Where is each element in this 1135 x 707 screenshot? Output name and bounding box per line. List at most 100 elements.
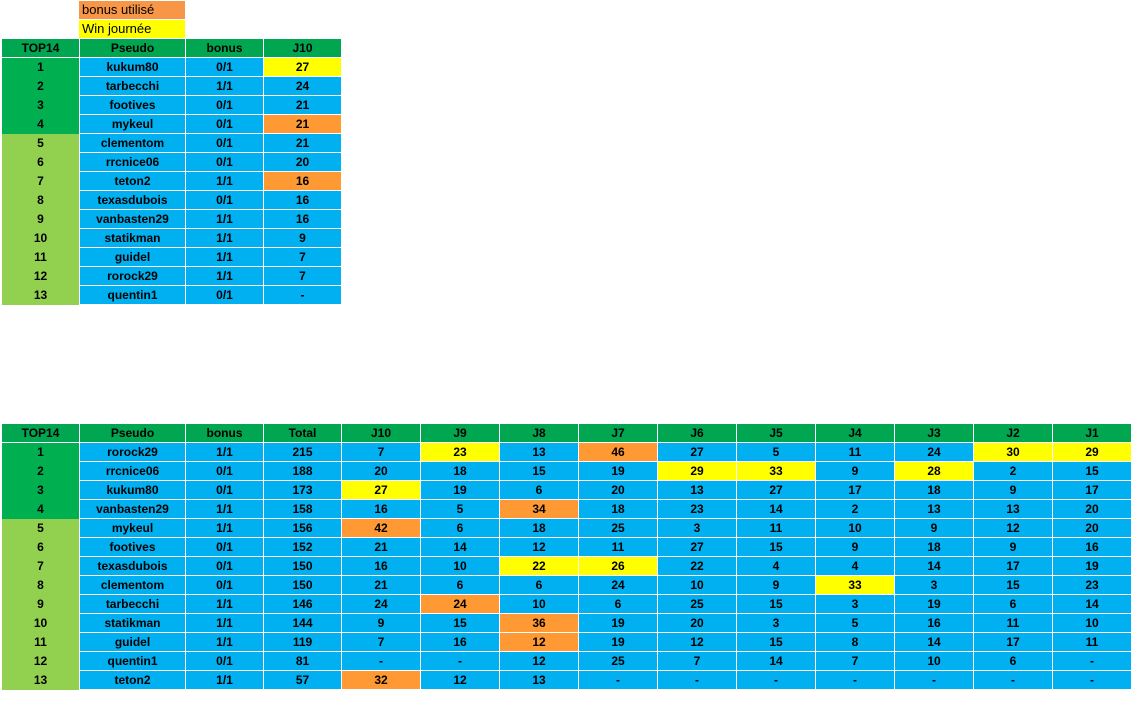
score-cell: 150: [263, 575, 342, 595]
column-header-bonus: bonus: [185, 38, 264, 58]
pseudo-cell: rrcnice06: [79, 152, 186, 172]
score-cell: 19: [1052, 556, 1132, 576]
bonus-cell: 1/1: [185, 228, 264, 248]
score-cell: 9: [736, 575, 816, 595]
column-header-total: Total: [263, 423, 342, 443]
bonus-cell: 0/1: [185, 285, 264, 305]
score-cell: 158: [263, 499, 342, 519]
pseudo-cell: texasdubois: [79, 190, 186, 210]
score-cell: 17: [815, 480, 895, 500]
score-cell: 28: [894, 461, 974, 481]
score-cell: 32: [341, 670, 421, 690]
score-cell: 5: [736, 442, 816, 462]
rank-cell: 10: [1, 228, 80, 248]
table-row: 3 kukum80 0/1 173 27 19 6 20 13 27 17 18 9 17: [1, 480, 1132, 500]
score-cell: 16: [894, 613, 974, 633]
score-cell: 5: [420, 499, 500, 519]
score-cell: -: [341, 651, 421, 671]
score-cell: 12: [657, 632, 737, 652]
table-row: 1 kukum80 0/1 27: [1, 57, 342, 77]
score-cell: 36: [499, 613, 579, 633]
score-cell: 20: [341, 461, 421, 481]
score-cell: 12: [499, 537, 579, 557]
score-cell: 24: [420, 594, 500, 614]
bonus-cell: 1/1: [185, 518, 264, 538]
score-cell: 10: [815, 518, 895, 538]
score-cell: 29: [657, 461, 737, 481]
table-row: 5 clementom 0/1 21: [1, 133, 342, 153]
rank-cell: 3: [1, 95, 80, 115]
score-cell: 3: [894, 575, 974, 595]
score-cell: 13: [499, 442, 579, 462]
bonus-cell: 0/1: [185, 95, 264, 115]
score-cell: 6: [973, 651, 1053, 671]
score-cell: 14: [736, 499, 816, 519]
score-cell: 20: [263, 152, 342, 172]
score-cell: 20: [657, 613, 737, 633]
score-cell: 14: [420, 537, 500, 557]
pseudo-cell: guidel: [79, 632, 186, 652]
pseudo-cell: kukum80: [79, 480, 186, 500]
table-row: 1 rorock29 1/1 215 7 23 13 46 27 5 11 24 30 29: [1, 442, 1132, 462]
pseudo-cell: footives: [79, 537, 186, 557]
score-cell: 7: [341, 632, 421, 652]
score-cell: 5: [815, 613, 895, 633]
rank-cell: 7: [1, 171, 80, 191]
score-cell: 27: [657, 442, 737, 462]
score-cell: 18: [499, 518, 579, 538]
score-cell: 173: [263, 480, 342, 500]
table-row: 9 vanbasten29 1/1 16: [1, 209, 342, 229]
score-cell: 7: [815, 651, 895, 671]
rank-cell: 4: [1, 499, 80, 519]
score-cell: 9: [815, 461, 895, 481]
table-row: 7 texasdubois 0/1 150 16 10 22 26 22 4 4 14 17 19: [1, 556, 1132, 576]
table-row: 12 quentin1 0/1 81- -12 25 7 14 7 10 6-: [1, 651, 1132, 671]
rank-cell: 6: [1, 152, 80, 172]
pseudo-cell: rrcnice06: [79, 461, 186, 481]
score-cell: 15: [736, 537, 816, 557]
score-cell: 18: [578, 499, 658, 519]
rank-cell: 11: [1, 632, 80, 652]
column-header-j9: J9: [420, 423, 500, 443]
ranking-table-j10: TOP14 Pseudo bonus J10 1 kukum80 0/1 27 2 tarbec…: [1, 38, 342, 305]
bonus-cell: 0/1: [185, 57, 264, 77]
pseudo-cell: teton2: [79, 171, 186, 191]
score-cell: 15: [736, 632, 816, 652]
score-cell: 6: [973, 594, 1053, 614]
score-cell: 14: [736, 651, 816, 671]
column-header-top14: TOP14: [1, 38, 80, 58]
table-row: 13 quentin1 0/1-: [1, 285, 342, 305]
score-cell: 20: [1052, 518, 1132, 538]
score-cell: 16: [263, 190, 342, 210]
score-cell: -: [420, 651, 500, 671]
column-header-bonus: bonus: [185, 423, 264, 443]
table-row: 4 vanbasten29 1/1 158 16 5 34 18 23 14 2 13 13 20: [1, 499, 1132, 519]
bonus-cell: 0/1: [185, 133, 264, 153]
score-cell: 119: [263, 632, 342, 652]
bonus-cell: 0/1: [185, 461, 264, 481]
score-cell: 12: [499, 651, 579, 671]
column-header-pseudo: Pseudo: [79, 423, 186, 443]
bonus-cell: 1/1: [185, 670, 264, 690]
score-cell: 2: [815, 499, 895, 519]
score-cell: 22: [499, 556, 579, 576]
score-cell: 19: [420, 480, 500, 500]
score-cell: 30: [973, 442, 1053, 462]
rank-cell: 9: [1, 594, 80, 614]
rank-cell: 12: [1, 651, 80, 671]
score-cell: 19: [578, 632, 658, 652]
score-cell: 215: [263, 442, 342, 462]
bonus-cell: 1/1: [185, 171, 264, 191]
pseudo-cell: teton2: [79, 670, 186, 690]
table-row: 7 teton2 1/1 16: [1, 171, 342, 191]
bonus-cell: 0/1: [185, 556, 264, 576]
rank-cell: 10: [1, 613, 80, 633]
column-header-j5: J5: [736, 423, 816, 443]
score-cell: 19: [578, 461, 658, 481]
score-cell: 27: [263, 57, 342, 77]
pseudo-cell: tarbecchi: [79, 594, 186, 614]
score-cell: 6: [499, 575, 579, 595]
score-cell: -: [1052, 670, 1132, 690]
table-row: 5 mykeul 1/1 156 42 6 18 25 3 11 10 9 12 20: [1, 518, 1132, 538]
bonus-cell: 0/1: [185, 575, 264, 595]
